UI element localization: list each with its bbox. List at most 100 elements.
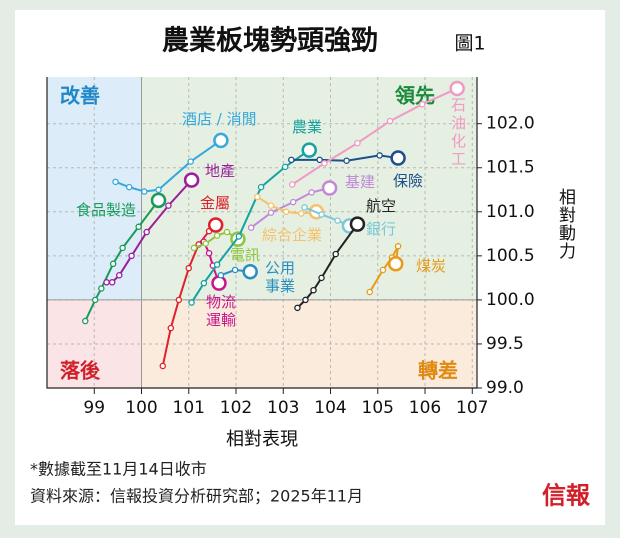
quadrant-label: 轉差 (418, 359, 458, 383)
trail-point (187, 158, 194, 165)
trail-point (165, 202, 172, 209)
trail-point (379, 266, 387, 274)
series-label: 航空 (366, 197, 397, 215)
y-tick-label: 99.0 (486, 378, 524, 398)
trail-point (288, 156, 295, 164)
trail-point (119, 244, 126, 252)
trail-point (231, 266, 239, 274)
trail-point (141, 188, 148, 195)
trail-point (155, 186, 162, 194)
series-label: 基建 (345, 173, 376, 191)
trail-point (213, 232, 221, 239)
trail-point (128, 252, 135, 260)
trail-point (289, 198, 297, 206)
trail-point (354, 139, 361, 147)
trail-point (82, 317, 89, 325)
y-tick-label: 100.5 (486, 246, 535, 266)
x-tick-label: 100 (125, 398, 157, 418)
trail-point (386, 117, 394, 125)
trail-point (310, 286, 317, 294)
trail-point (116, 271, 123, 279)
y-axis-label: 相對動力 (555, 188, 575, 260)
series-label: 綜合企業 (262, 226, 323, 244)
x-tick-label: 102 (220, 398, 252, 418)
x-tick-label: 103 (267, 398, 299, 418)
trail-point (202, 240, 210, 247)
latest-point (390, 150, 406, 166)
latest-point (211, 275, 227, 291)
trail-point (301, 204, 308, 211)
series-label: 物流運輸 (206, 293, 237, 329)
trail (202, 241, 220, 284)
quadrant-label: 改善 (60, 84, 100, 108)
trail-point (318, 274, 325, 282)
quadrant-label: 領先 (395, 84, 435, 108)
trail-point (112, 178, 119, 186)
trail-point (185, 264, 193, 272)
trail-point (125, 183, 133, 191)
y-tick-label: 99.5 (486, 334, 524, 354)
latest-point (213, 132, 229, 149)
latest-point (150, 192, 167, 209)
note: *數據截至11月14日收市 (30, 460, 207, 479)
trail-point (247, 224, 255, 231)
trail-point (316, 156, 323, 164)
figure-label: 圖1 (454, 33, 485, 55)
trail-point (294, 304, 301, 312)
trail-point (376, 152, 383, 159)
series-label: 公用事業 (265, 259, 296, 295)
quadrant (141, 77, 477, 300)
trail-point (159, 362, 167, 370)
series-label: 石油化工 (451, 96, 467, 168)
series-label: 食品製造 (76, 201, 137, 219)
series-label: 電訊 (230, 246, 261, 264)
trail-point (190, 244, 198, 252)
x-tick-label: 105 (362, 398, 394, 418)
x-axis-label: 相對表現 (226, 429, 298, 450)
series-label: 保險 (393, 172, 424, 190)
trail-point (281, 163, 289, 171)
trail-point (143, 228, 150, 236)
series-label: 銀行 (366, 220, 397, 238)
trail-point (257, 183, 265, 191)
y-tick-label: 101.5 (486, 158, 535, 178)
latest-point (183, 172, 200, 188)
latest-point (242, 263, 258, 280)
trail-point (288, 181, 296, 188)
trail-point (213, 261, 221, 268)
trail-point (318, 211, 325, 218)
latest-point (321, 180, 338, 196)
chart-title: 農業板塊勢頭強勁 (162, 26, 378, 57)
trail-point (200, 279, 208, 287)
y-tick-label: 100.0 (486, 290, 535, 310)
trail-point (205, 249, 213, 257)
axis-frame (46, 77, 478, 389)
trail-point (418, 101, 426, 108)
trail-point (108, 279, 116, 286)
series-label: 農業 (292, 118, 323, 136)
trail-point (235, 233, 243, 240)
source: 資料來源：信報投資分析研究部；2025年11月 (30, 487, 363, 506)
logo: 信報 (542, 481, 591, 510)
x-tick-label: 106 (409, 398, 441, 418)
x-tick-label: 104 (314, 398, 346, 418)
trail-point (366, 288, 373, 296)
trail (291, 87, 458, 186)
trail-point (135, 223, 142, 231)
latest-point (387, 256, 404, 272)
trail-point (109, 260, 117, 268)
x-tick-label: 101 (173, 398, 205, 418)
series-label: 煤炭 (416, 257, 447, 275)
trail-point (267, 202, 275, 209)
trail-point (188, 299, 195, 306)
trail-point (302, 296, 309, 304)
series-label: 酒店 / 消閒 (182, 110, 257, 128)
trail-point (167, 324, 175, 332)
trail-point (217, 271, 225, 279)
trail-point (394, 242, 402, 250)
trail-point (223, 228, 231, 236)
trail-point (297, 210, 305, 217)
x-tick-label: 99 (83, 398, 105, 418)
trail-point (334, 217, 341, 224)
